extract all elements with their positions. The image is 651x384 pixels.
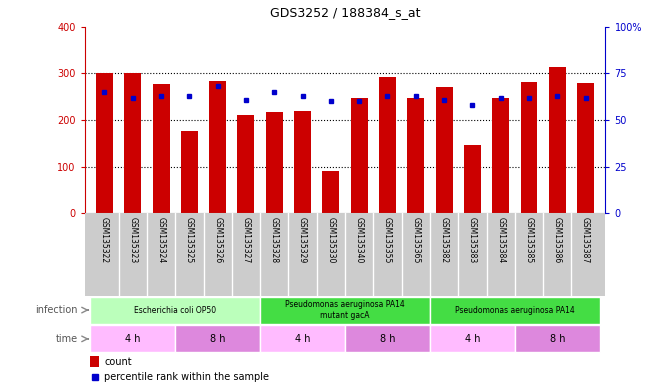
Text: GSM135326: GSM135326 <box>213 217 222 263</box>
Text: GSM135327: GSM135327 <box>242 217 251 263</box>
Text: GSM135322: GSM135322 <box>100 217 109 263</box>
Text: GDS3252 / 188384_s_at: GDS3252 / 188384_s_at <box>270 6 421 19</box>
Bar <box>260 325 345 353</box>
Text: GSM135323: GSM135323 <box>128 217 137 263</box>
Text: 4 h: 4 h <box>295 334 311 344</box>
Text: GSM135324: GSM135324 <box>156 217 165 263</box>
Bar <box>549 67 566 213</box>
Bar <box>351 98 368 213</box>
Bar <box>379 77 396 213</box>
Text: GSM135385: GSM135385 <box>525 217 534 263</box>
Text: GSM135384: GSM135384 <box>496 217 505 263</box>
Text: Pseudomonas aeruginosa PA14
mutant gacA: Pseudomonas aeruginosa PA14 mutant gacA <box>285 300 405 320</box>
Bar <box>430 325 515 353</box>
Bar <box>464 145 481 213</box>
Text: GSM135387: GSM135387 <box>581 217 590 263</box>
Bar <box>430 296 600 324</box>
Text: GSM135340: GSM135340 <box>355 217 364 264</box>
Text: GSM135328: GSM135328 <box>270 217 279 263</box>
Text: 8 h: 8 h <box>549 334 565 344</box>
Bar <box>577 83 594 213</box>
Bar <box>515 325 600 353</box>
Text: 8 h: 8 h <box>380 334 395 344</box>
Bar <box>492 98 509 213</box>
Bar <box>238 115 255 213</box>
Bar <box>209 81 226 213</box>
Text: Escherichia coli OP50: Escherichia coli OP50 <box>134 306 216 314</box>
Text: count: count <box>104 357 132 367</box>
Text: GSM135329: GSM135329 <box>298 217 307 263</box>
Text: GSM135330: GSM135330 <box>326 217 335 264</box>
Bar <box>260 296 430 324</box>
Bar <box>90 296 260 324</box>
Bar <box>152 84 169 213</box>
Bar <box>345 325 430 353</box>
Text: 4 h: 4 h <box>125 334 141 344</box>
Bar <box>90 356 99 367</box>
Text: Pseudomonas aeruginosa PA14: Pseudomonas aeruginosa PA14 <box>455 306 575 314</box>
Bar <box>521 82 538 213</box>
Bar <box>436 88 452 213</box>
Text: GSM135386: GSM135386 <box>553 217 562 263</box>
Bar <box>96 73 113 213</box>
Bar <box>90 325 175 353</box>
Text: time: time <box>56 334 78 344</box>
Bar <box>175 325 260 353</box>
Text: GSM135383: GSM135383 <box>468 217 477 263</box>
Text: infection: infection <box>36 305 78 315</box>
Bar <box>266 112 283 213</box>
Text: 8 h: 8 h <box>210 334 225 344</box>
Text: GSM135365: GSM135365 <box>411 217 421 264</box>
Bar <box>181 131 198 213</box>
Bar <box>408 98 424 213</box>
Text: GSM135355: GSM135355 <box>383 217 392 264</box>
Text: percentile rank within the sample: percentile rank within the sample <box>104 372 270 382</box>
Bar <box>124 73 141 213</box>
Text: 4 h: 4 h <box>465 334 480 344</box>
Bar <box>294 111 311 213</box>
Text: GSM135325: GSM135325 <box>185 217 194 263</box>
Text: GSM135382: GSM135382 <box>439 217 449 263</box>
Bar <box>322 171 339 213</box>
